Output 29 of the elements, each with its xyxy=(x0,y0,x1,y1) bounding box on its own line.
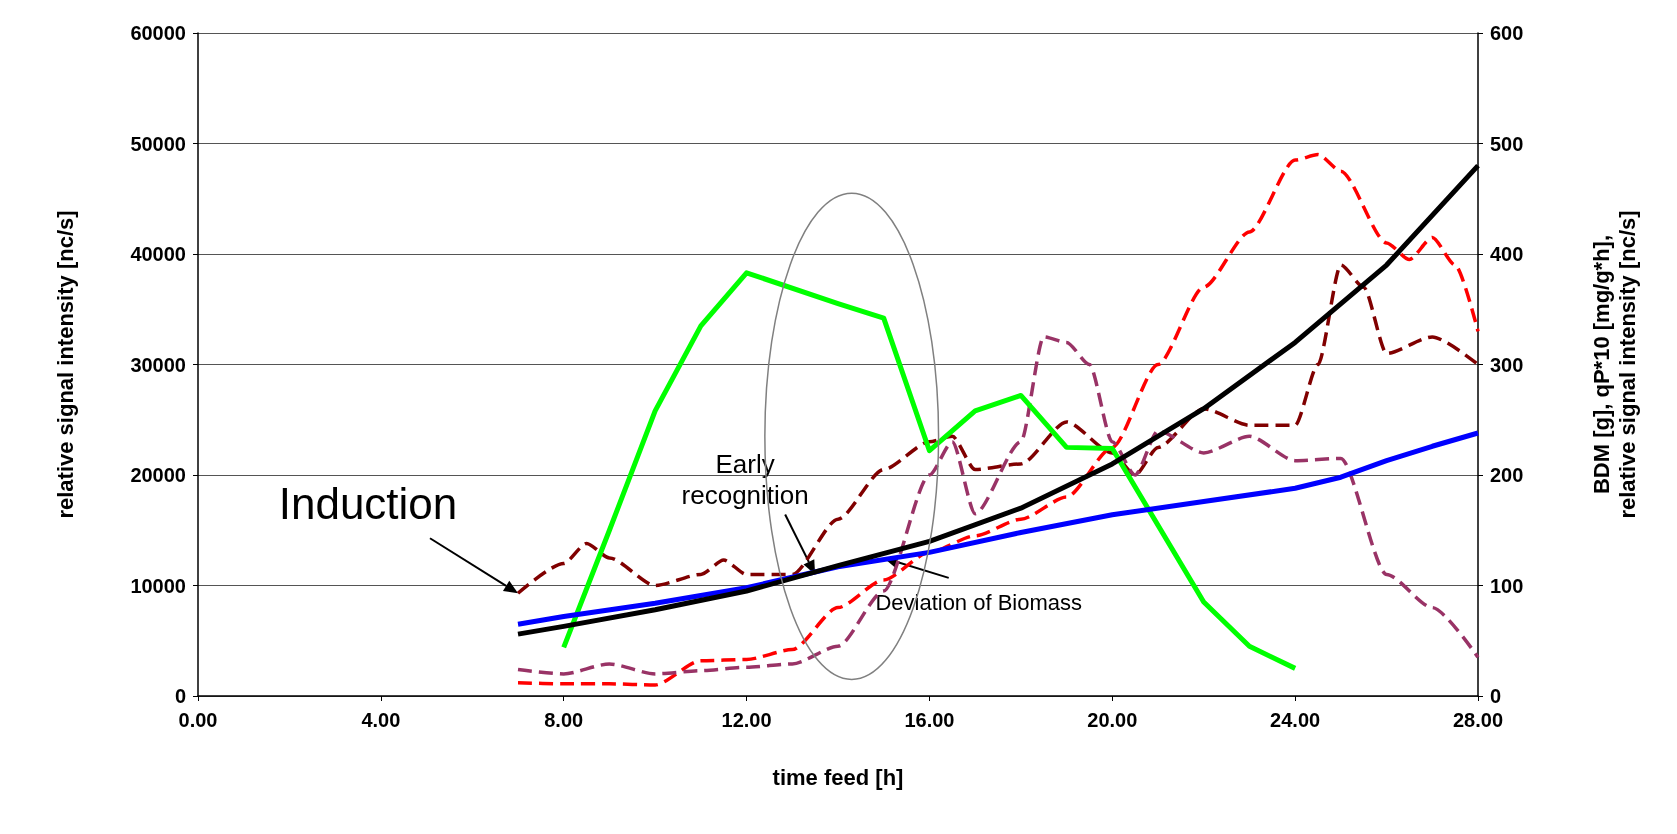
y-tick-label: 50000 xyxy=(130,132,186,155)
x-tick-label: 12.00 xyxy=(721,709,772,731)
annotation: Induction xyxy=(278,478,458,528)
y2-tick-label: 100 xyxy=(1490,574,1524,597)
y-tick-label: 0 xyxy=(174,685,186,707)
y2-tick-label: 200 xyxy=(1490,464,1524,486)
y2-tick-label: 600 xyxy=(1490,22,1524,44)
y-tick-label: 60000 xyxy=(130,22,186,44)
x-tick-label: 0.00 xyxy=(178,709,218,731)
x-tick-label: 28.00 xyxy=(1452,709,1504,731)
y-axis-title: relative signal intensity [nc/s] xyxy=(52,210,78,519)
x-tick-label: 16.00 xyxy=(904,709,955,731)
y2-tick-label: 300 xyxy=(1490,353,1524,376)
y2-tick-label: 0 xyxy=(1490,685,1502,707)
x-tick-label: 8.00 xyxy=(544,709,584,731)
x-axis-title: time feed [h] xyxy=(772,764,904,790)
line-series xyxy=(516,335,1480,676)
y-tick-label: 40000 xyxy=(130,243,186,265)
annotation: Deviation of Biomass xyxy=(875,590,1083,616)
x-tick-label: 20.00 xyxy=(1087,709,1138,731)
x-tick-label: 24.00 xyxy=(1270,709,1321,731)
y2-axis-title: BDM [g], qP*10 [mg/g*h], relative signal intensity [nc/s] xyxy=(1588,210,1640,519)
annotation: Early recognition xyxy=(681,448,809,511)
y2-tick-label: 400 xyxy=(1490,243,1524,265)
y-tick-label: 10000 xyxy=(130,574,186,597)
y-tick-label: 20000 xyxy=(130,464,186,486)
y-tick-label: 30000 xyxy=(130,353,186,376)
x-tick-label: 4.00 xyxy=(361,709,401,731)
y2-tick-label: 500 xyxy=(1490,132,1524,155)
